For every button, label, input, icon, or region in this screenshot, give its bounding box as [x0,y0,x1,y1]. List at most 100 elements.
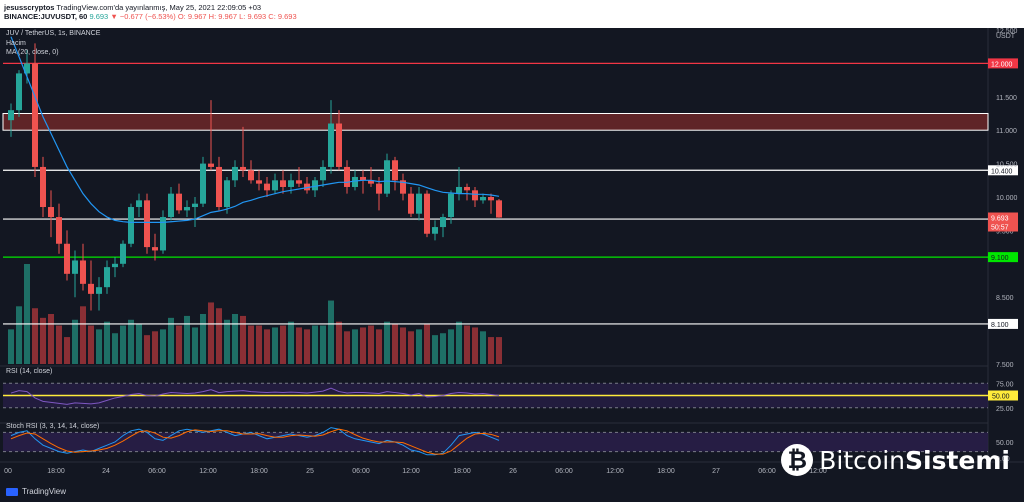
resistance-zone [2,113,989,131]
ohlc-values: O: 9.967 H: 9.967 L: 9.693 C: 9.693 [177,12,297,21]
volume-bar [88,325,94,364]
candle-body [448,193,454,218]
time-tick-label: 26 [509,468,517,475]
level-price-tag [988,318,1018,329]
rsi-tick-label: 75.00 [996,381,1014,388]
candle-body [8,110,14,121]
volume-bar [408,331,414,364]
volume-bar [192,327,198,364]
candle-body [64,243,70,274]
time-tick-label: 25 [306,468,314,475]
bitcoinsistemi-watermark: ₿ BitcoinSistemi [781,444,1010,476]
level-price-tag [988,252,1018,263]
volume-bar [392,323,398,364]
volume-bar [472,327,478,364]
candle-body [432,227,438,234]
candle-body [56,217,62,244]
volume-bar [112,333,118,364]
candle-body [120,243,126,264]
candle-body [288,180,294,187]
ma-line [10,36,500,223]
tradingview-icon [6,487,18,496]
candle-body [184,207,190,211]
volume-bar [400,327,406,364]
volume-bar [336,321,342,364]
candle-body [224,180,230,208]
volume-bar [152,331,158,364]
volume-bar [344,331,350,364]
candle-body [128,207,134,244]
volume-bar [464,325,470,364]
time-tick-label: 12:00 [199,468,217,475]
volume-bar [24,264,30,364]
volume-bar [384,321,390,364]
candle-body [256,180,262,184]
candle-body [96,287,102,294]
watermark-part-b: Sistemi [905,445,1010,475]
price-chart[interactable]: 12.00010.4009.6709.1008.10012.50011.5001… [0,28,1024,484]
candle-body [456,186,462,194]
candle-body [104,267,110,288]
level-price-label: 9.100 [991,255,1009,262]
published-info: TradingView.com'da yayınlanmış, May 25, … [56,3,262,12]
price-change: ▼ −0.677 (−6.53%) [110,12,176,21]
volume-bar [8,329,14,364]
candle-body [32,63,38,167]
candle-body [264,183,270,191]
candle-body [304,183,310,191]
candle-body [488,197,494,201]
volume-bar [80,306,86,364]
candle-body [368,180,374,184]
candle-body [168,193,174,218]
chart-background [0,28,1024,484]
candle-body [280,180,286,187]
volume-bar [72,319,78,364]
time-tick-label: 12:00 [402,468,420,475]
candle-body [176,193,182,211]
volume-bar [368,325,374,364]
time-tick-label: 24 [102,468,110,475]
tradingview-logo[interactable]: TradingView [6,487,66,496]
level-price-label: 8.100 [991,322,1009,329]
candle-body [496,200,502,218]
legend-volume: Hacim [6,40,26,47]
time-tick-label: 18:00 [657,468,675,475]
volume-bar [432,335,438,364]
last-price: 9.693 [89,12,109,21]
volume-bar [160,329,166,364]
volume-bar [56,325,62,364]
candle-body [320,166,326,181]
volume-bar [296,327,302,364]
bitcoin-logo-icon: ₿ [781,444,814,476]
time-tick-label: 06:00 [555,468,573,475]
volume-bar [312,325,318,364]
candle-body [232,166,238,181]
author-name: jesusscryptos [4,3,55,12]
bar-countdown-label: 50:57 [991,225,1009,232]
volume-bar [128,319,134,364]
volume-bar [40,317,46,364]
volume-bar [264,329,270,364]
price-tick-label: 7.500 [996,362,1014,369]
candle-body [144,200,150,248]
candle-body [344,166,350,187]
footer-bar [0,484,1024,502]
time-tick-label: 18:00 [250,468,268,475]
legend-ma: MA (20, close, 0) [6,49,59,56]
volume-bar [104,321,110,364]
candle-body [272,180,278,191]
volume-bar [168,317,174,364]
candle-body [464,186,470,191]
volume-bar [144,335,150,364]
candle-body [160,217,166,251]
volume-bar [288,321,294,364]
volume-bar [136,323,142,364]
volume-bar [32,308,38,364]
candle-body [416,193,422,214]
candle-body [48,207,54,218]
volume-bar [448,329,454,364]
time-tick-label: 06:00 [352,468,370,475]
candle-body [240,166,246,171]
volume-bar [216,308,222,364]
volume-bar [224,319,230,364]
